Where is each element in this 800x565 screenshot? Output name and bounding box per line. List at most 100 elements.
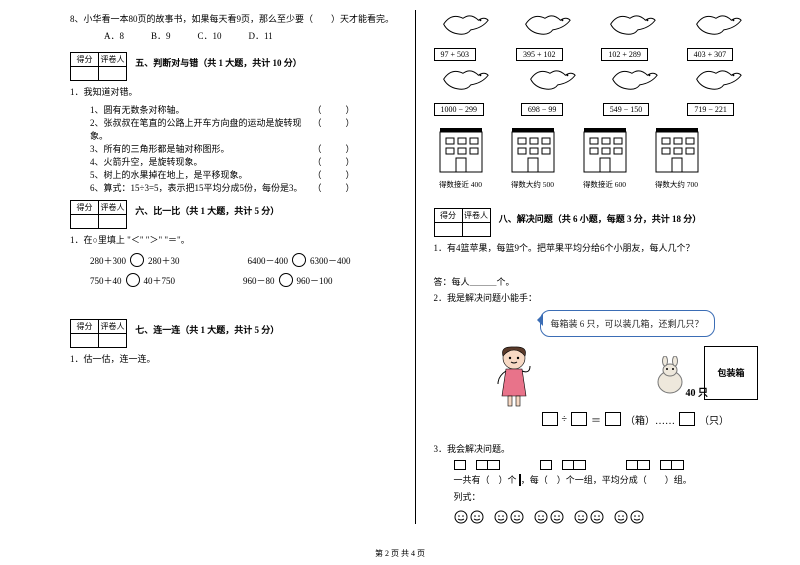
bird-item: 403 + 307 bbox=[687, 10, 760, 61]
score-box-7: 得分评卷人 bbox=[70, 319, 127, 348]
bird-row: 97 + 503 395 + 102 102 + 289 403 + 307 bbox=[434, 10, 761, 61]
sec8-ans1: 答：每人＿＿＿个。 bbox=[434, 276, 761, 290]
compare-circle[interactable] bbox=[130, 253, 144, 267]
score-head-a: 得分 bbox=[71, 200, 99, 214]
score-box-5: 得分评卷人 bbox=[70, 52, 127, 81]
section6-title: 六、比一比（共 1 大题，共计 5 分） bbox=[135, 204, 279, 217]
sec5-lead: 1．我知道对错。 bbox=[70, 86, 397, 100]
paren: （ ） bbox=[312, 116, 356, 142]
expr: 40＋750 bbox=[144, 274, 176, 287]
bunny-icon bbox=[652, 356, 688, 396]
left-column: 8、小华看一本80页的故事书，如果每天看9页，那么至少要（ ）天才能看完。 A．… bbox=[60, 10, 416, 524]
sec5-item: 3、所有的三角形都是轴对称图形。 bbox=[90, 142, 230, 155]
building-item: 得数大约 700 bbox=[650, 126, 704, 190]
expr: 960－80 bbox=[243, 274, 275, 287]
compare-circle[interactable] bbox=[279, 273, 293, 287]
sec7-lead: 1．估一估，连一连。 bbox=[70, 353, 397, 367]
building-item: 得数接近 600 bbox=[578, 126, 632, 190]
paren: （ ） bbox=[312, 103, 356, 116]
smile-row bbox=[454, 510, 761, 524]
grader-blank bbox=[99, 214, 127, 228]
building-item: 得数接近 400 bbox=[434, 126, 488, 190]
blank-box[interactable] bbox=[679, 412, 695, 426]
compare-circle[interactable] bbox=[292, 253, 306, 267]
sec5-item: 2、张叔叔在笔直的公路上开车方向盘的运动是旋转现象。 bbox=[90, 116, 312, 142]
mini-square-icon bbox=[540, 460, 552, 470]
score-box-6: 得分评卷人 bbox=[70, 200, 127, 229]
equation-row: ÷ ＝ （箱）…… （只） bbox=[542, 412, 730, 427]
grader-blank bbox=[99, 67, 127, 81]
grader-blank bbox=[462, 223, 490, 237]
bird-item: 97 + 503 bbox=[434, 10, 505, 61]
bird-item: 1000 − 299 bbox=[434, 65, 509, 116]
paren: （ ） bbox=[312, 155, 356, 168]
score-blank bbox=[71, 334, 99, 348]
score-blank bbox=[71, 214, 99, 228]
q8-text: 8、小华看一本80页的故事书，如果每天看9页，那么至少要（ ）天才能看完。 bbox=[70, 13, 397, 27]
dove-icon bbox=[516, 10, 574, 44]
bird-item: 395 + 102 bbox=[516, 10, 589, 61]
score-blank bbox=[71, 67, 99, 81]
score-head-a: 得分 bbox=[71, 320, 99, 334]
sec5-item: 4、火箭升空，是旋转现象。 bbox=[90, 155, 203, 168]
paren: （ ） bbox=[312, 181, 356, 194]
package-box: 包装箱 bbox=[704, 346, 758, 400]
mini-double-icon bbox=[660, 460, 684, 470]
smile-pair-icon bbox=[454, 510, 486, 524]
score-blank bbox=[434, 223, 462, 237]
dove-icon bbox=[603, 65, 661, 99]
sec5-item: 1、圆有无数条对称轴。 bbox=[90, 103, 185, 116]
building-caption: 得数大约 500 bbox=[506, 179, 560, 190]
bird-expr: 395 + 102 bbox=[516, 48, 563, 61]
building-icon bbox=[650, 126, 704, 176]
section5-title: 五、判断对与错（共 1 大题，共计 10 分） bbox=[135, 56, 302, 69]
dove-icon bbox=[434, 10, 492, 44]
eq-tail: （箱）…… bbox=[625, 412, 675, 427]
building-caption: 得数接近 400 bbox=[434, 179, 488, 190]
page-footer: 第 2 页 共 4 页 bbox=[0, 548, 800, 559]
mini-square-icon bbox=[454, 460, 466, 470]
bird-expr: 698 − 99 bbox=[521, 103, 564, 116]
bird-expr: 549 − 150 bbox=[603, 103, 650, 116]
q3-list: 列式： bbox=[434, 491, 761, 505]
q2-scene: 每箱装 6 只，可以装几箱，还剩几只？ 40 只 包装箱 ÷ ＝ bbox=[434, 310, 761, 440]
expr: 960－100 bbox=[297, 274, 333, 287]
dove-icon bbox=[687, 10, 745, 44]
dove-icon bbox=[434, 65, 492, 99]
smile-pair-icon bbox=[534, 510, 566, 524]
building-caption: 得数大约 700 bbox=[650, 179, 704, 190]
score-box-8: 得分评卷人 bbox=[434, 208, 491, 237]
mini-double-icon bbox=[626, 460, 650, 470]
speech-bubble: 每箱装 6 只，可以装几箱，还剩几只？ bbox=[540, 310, 715, 337]
girl-icon bbox=[494, 344, 534, 410]
sec5-item: 6、算式：15÷3=5，表示把15平均分成5份，每份是3。 bbox=[90, 181, 303, 194]
blank-box[interactable] bbox=[605, 412, 621, 426]
paren: （ ） bbox=[312, 142, 356, 155]
compare-circle[interactable] bbox=[126, 273, 140, 287]
score-head-b: 评卷人 bbox=[462, 209, 490, 223]
bird-item: 102 + 289 bbox=[601, 10, 674, 61]
right-column: 97 + 503 395 + 102 102 + 289 403 + 307 1… bbox=[416, 10, 771, 524]
blank-box[interactable] bbox=[542, 412, 558, 426]
grader-blank bbox=[99, 334, 127, 348]
dove-icon bbox=[521, 65, 579, 99]
bird-expr: 719 − 221 bbox=[687, 103, 734, 116]
mini-double-icon bbox=[476, 460, 500, 470]
sec8-q1: 1．有4篮苹果，每篮9个。把苹果平均分给6个小朋友，每人几个？ bbox=[434, 242, 761, 256]
q8-options: A．8 B．9 C．10 D．11 bbox=[70, 30, 397, 44]
eq-tail: （只） bbox=[699, 412, 729, 427]
mini-square-icon bbox=[519, 474, 521, 486]
bird-item: 549 − 150 bbox=[603, 65, 676, 116]
blank-box[interactable] bbox=[571, 412, 587, 426]
expr: 280＋30 bbox=[148, 254, 180, 267]
smile-pair-icon bbox=[574, 510, 606, 524]
dove-icon bbox=[687, 65, 745, 99]
building-row: 得数接近 400 得数大约 500 得数接近 600 得数大约 700 bbox=[434, 126, 761, 190]
sec5-items: 1、圆有无数条对称轴。 （ ） 2、张叔叔在笔直的公路上开车方向盘的运动是旋转现象… bbox=[70, 103, 397, 194]
bird-expr: 102 + 289 bbox=[601, 48, 648, 61]
expr: 6300－400 bbox=[310, 254, 351, 267]
expr: 750＋40 bbox=[90, 274, 122, 287]
score-head-b: 评卷人 bbox=[99, 320, 127, 334]
section8-title: 八、解决问题（共 6 小题，每题 3 分，共计 18 分） bbox=[499, 212, 702, 225]
score-head-b: 评卷人 bbox=[99, 200, 127, 214]
